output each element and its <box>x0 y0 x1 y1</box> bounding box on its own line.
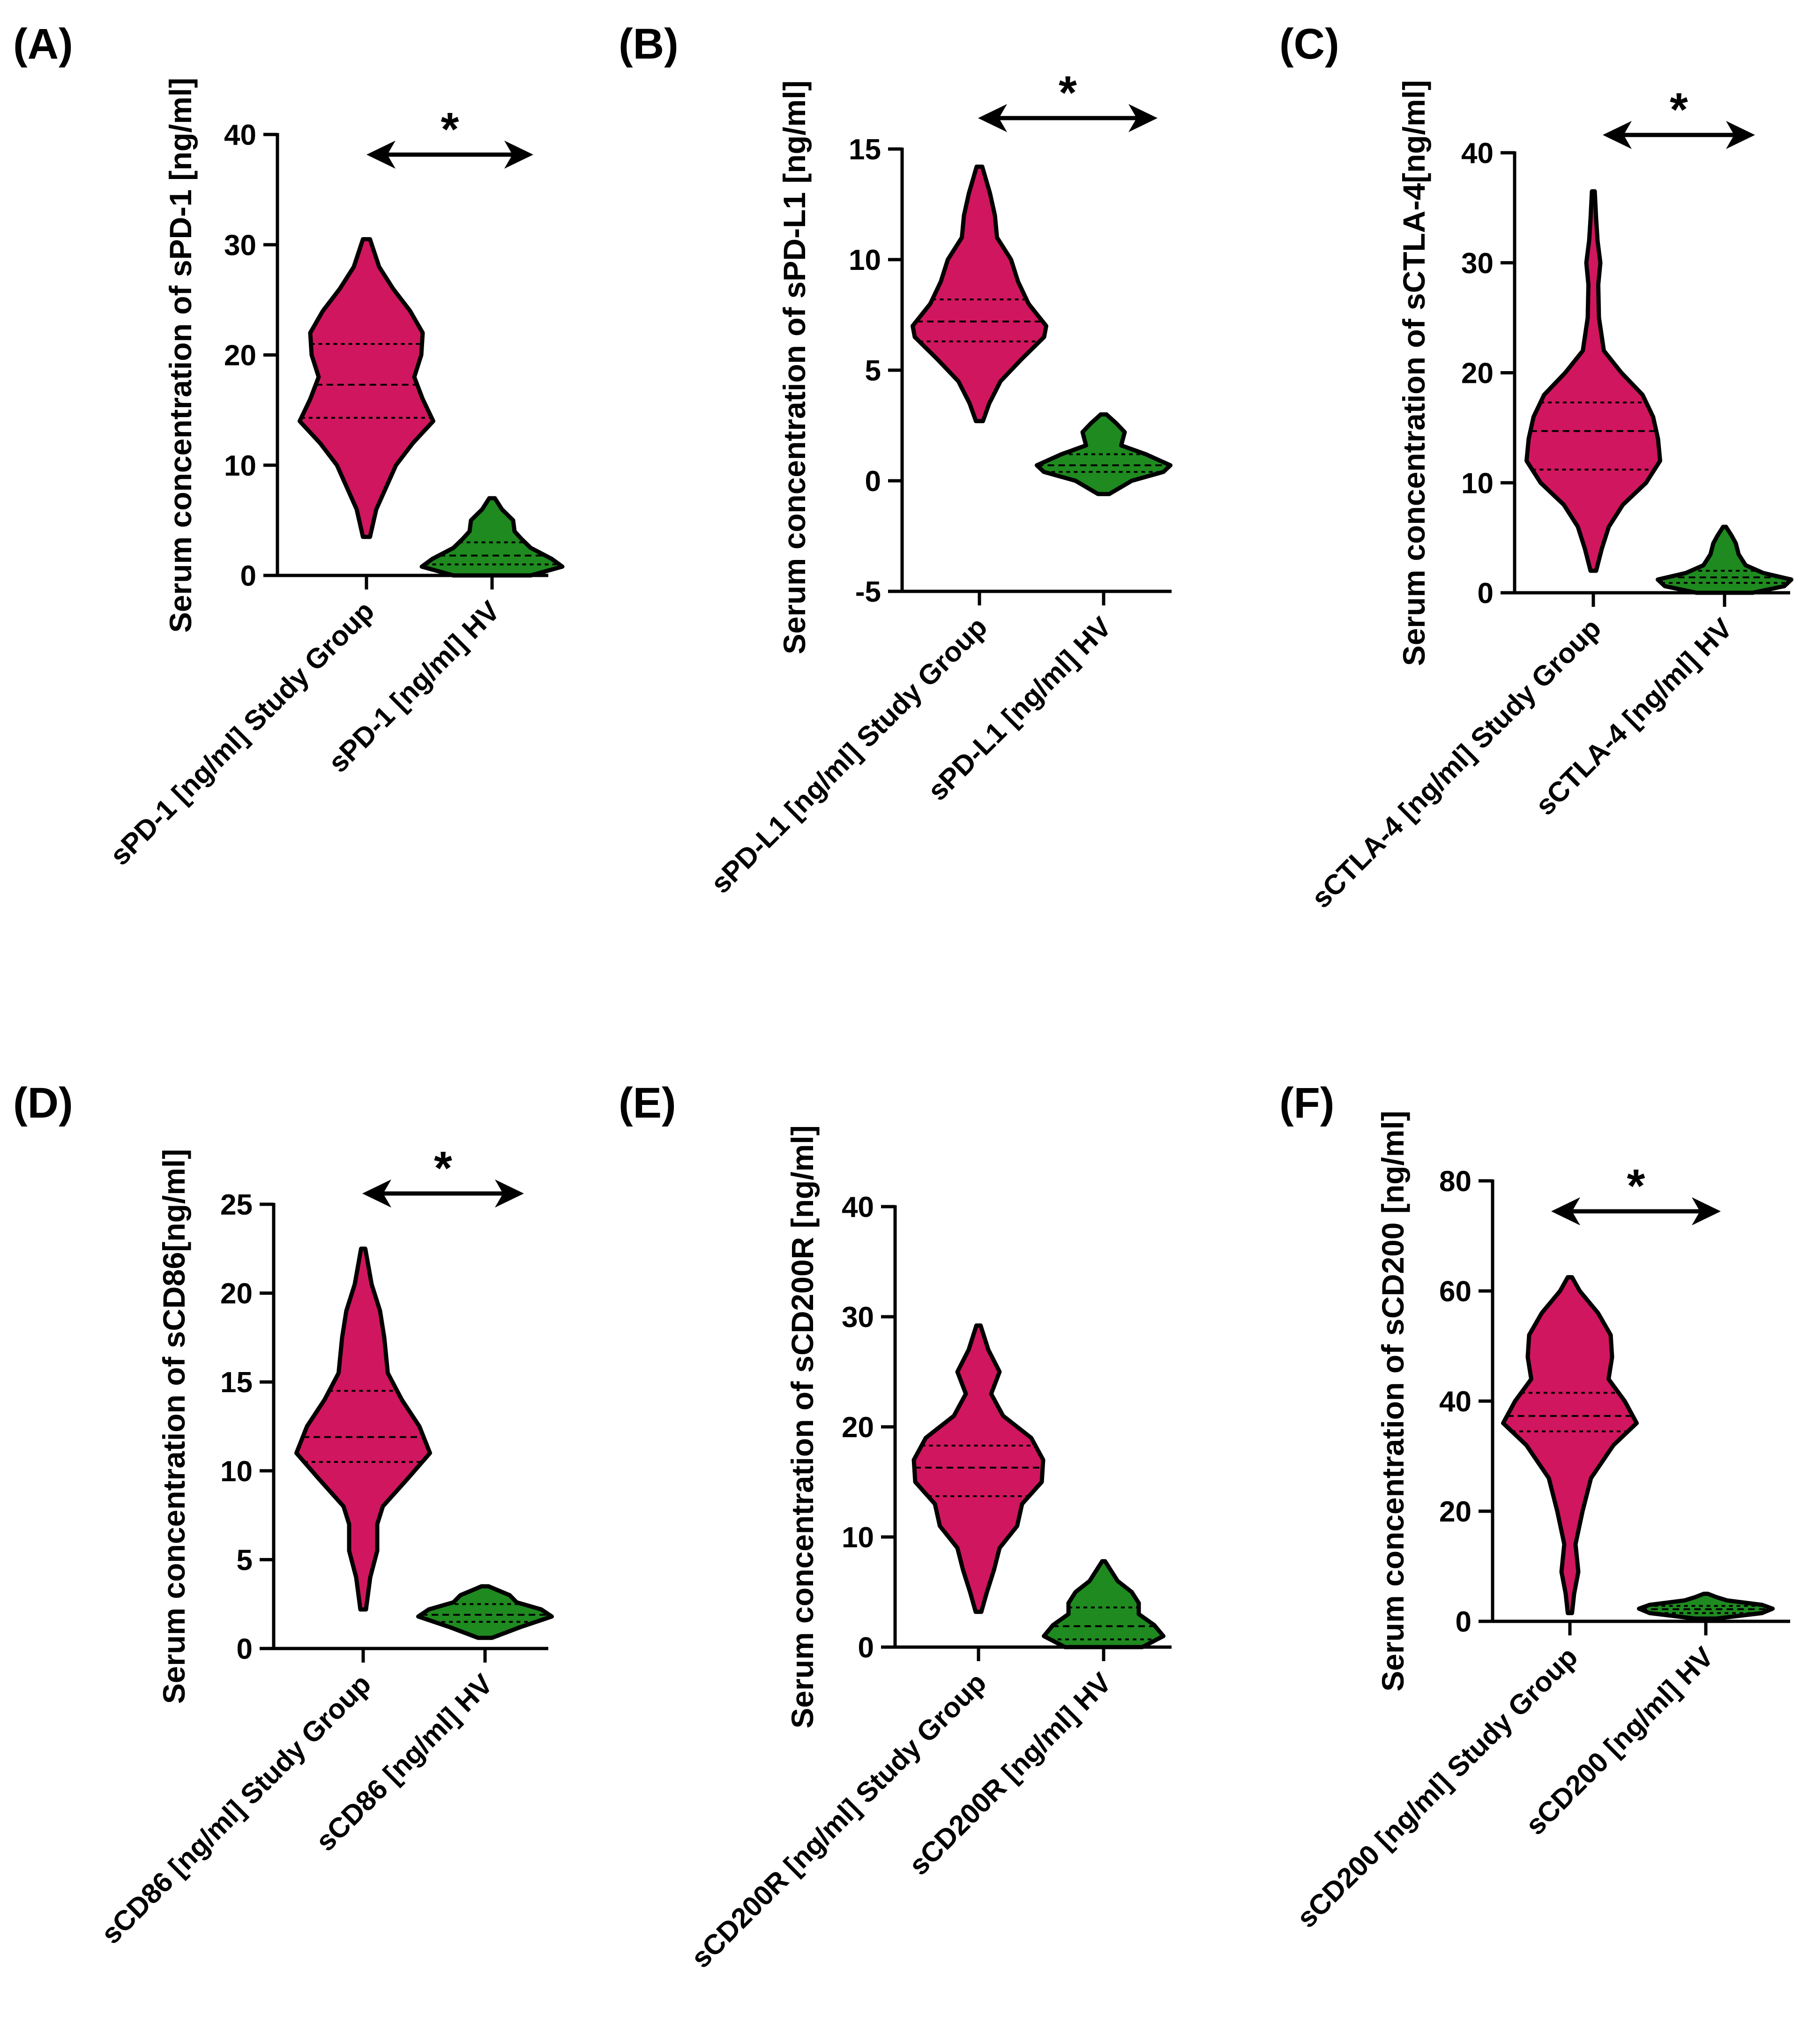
arrow-right-head <box>1692 1197 1721 1225</box>
violin-body <box>1524 189 1662 573</box>
y-tick-label: 60 <box>1439 1276 1471 1308</box>
panel-label: (A) <box>13 20 73 68</box>
x-category-label: sPD-L1 [ng/ml] Study Group <box>705 611 993 899</box>
violin-hv <box>419 496 565 578</box>
significance-marker: * <box>362 1142 524 1208</box>
y-axis-title: Serum concentration of sCTLA-4[ng/ml] <box>1397 80 1431 666</box>
violin-study-group <box>298 237 435 539</box>
y-tick-label: 40 <box>1461 137 1494 170</box>
y-axis-title: Serum concentration of sPD-1 [ng/ml] <box>163 78 198 633</box>
violin-hv <box>1637 1591 1775 1621</box>
x-category-label: sCD200 [ng/ml] Study Group <box>1291 1641 1583 1934</box>
significance-marker: * <box>366 103 533 169</box>
arrow-right-head <box>495 1179 524 1208</box>
y-tick-label: 15 <box>220 1366 253 1399</box>
y-tick-label: 20 <box>842 1411 874 1444</box>
x-category-label: sCD200R [ng/ml] HV <box>903 1667 1118 1881</box>
arrow-left-head <box>1551 1197 1580 1225</box>
arrow-right-head <box>504 141 533 169</box>
arrow-right-head <box>1128 104 1158 132</box>
y-tick-label: 0 <box>858 1632 874 1664</box>
arrow-left-head <box>1603 121 1632 149</box>
violin-hv <box>1035 412 1173 496</box>
significance-star: * <box>1627 1160 1645 1212</box>
violin-hv <box>1042 1559 1165 1649</box>
y-tick-label: 10 <box>842 1522 874 1554</box>
y-tick-label: 20 <box>224 340 256 372</box>
significance-star: * <box>1670 83 1688 136</box>
violin-study-group <box>911 1323 1046 1614</box>
y-tick-label: 20 <box>1439 1496 1471 1528</box>
panel-label: (D) <box>13 1079 73 1127</box>
y-tick-label: 25 <box>220 1189 253 1221</box>
y-tick-label: 10 <box>220 1455 253 1488</box>
y-tick-label: 0 <box>865 465 881 498</box>
y-tick-label: 0 <box>1478 577 1494 610</box>
violin-study-group <box>1524 189 1662 573</box>
violin-hv <box>416 1584 554 1640</box>
violin-study-group <box>1501 1275 1639 1615</box>
y-tick-label: 40 <box>1439 1386 1471 1418</box>
y-tick-label: 0 <box>1456 1606 1471 1638</box>
arrow-left-head <box>978 104 1007 132</box>
y-tick-label: 40 <box>224 119 256 151</box>
y-tick-label: 15 <box>849 134 881 166</box>
arrow-left-head <box>366 141 396 169</box>
violin-hv <box>1656 524 1793 595</box>
y-tick-label: 10 <box>849 244 881 276</box>
arrow-left-head <box>362 1179 391 1208</box>
y-tick-label: 10 <box>224 450 256 482</box>
y-tick-label: 80 <box>1439 1165 1471 1198</box>
y-tick-label: 0 <box>240 560 256 592</box>
violin-body <box>911 164 1048 424</box>
panel-label: (C) <box>1279 20 1339 68</box>
y-tick-label: 0 <box>237 1633 253 1665</box>
violin-body <box>1501 1275 1639 1615</box>
panel-label: (E) <box>619 1079 676 1127</box>
y-tick-label: 10 <box>1461 467 1494 500</box>
violin-body <box>1042 1559 1165 1649</box>
y-axis-title: Serum concentration of sCD200 [ng/ml] <box>1375 1111 1410 1692</box>
significance-marker: * <box>1603 83 1755 149</box>
violin-body <box>298 237 435 539</box>
y-tick-label: 5 <box>865 355 881 387</box>
significance-star: * <box>1059 67 1077 119</box>
x-category-label: sCTLA-4 [ng/ml] Study Group <box>1306 612 1607 914</box>
panel-label: (B) <box>619 20 679 68</box>
violin-body <box>416 1584 554 1640</box>
panel-label: (F) <box>1279 1079 1334 1127</box>
violin-body <box>911 1323 1046 1614</box>
significance-star: * <box>441 103 459 156</box>
violin-body <box>1656 524 1793 595</box>
y-axis-title: Serum concentration of sCD200R [ng/ml] <box>785 1125 820 1728</box>
x-category-label: sPD-1 [ng/ml] Study Group <box>104 595 380 871</box>
violin-study-group <box>911 164 1048 424</box>
significance-star: * <box>434 1142 452 1194</box>
significance-marker: * <box>1551 1160 1721 1225</box>
arrow-right-head <box>1726 121 1755 149</box>
significance-marker: * <box>978 67 1158 132</box>
y-tick-label: 30 <box>1461 247 1494 280</box>
y-tick-label: 20 <box>1461 358 1494 390</box>
violin-study-group <box>294 1246 432 1612</box>
y-tick-label: 30 <box>842 1301 874 1334</box>
x-category-label: sCD86 [ng/ml] Study Group <box>95 1668 377 1950</box>
y-tick-label: 40 <box>842 1191 874 1223</box>
violin-body <box>1035 412 1173 496</box>
y-tick-label: 5 <box>237 1544 253 1576</box>
y-axis-title: Serum concentration of sPD-L1 [ng/ml] <box>777 81 812 655</box>
y-tick-label: 30 <box>224 229 256 261</box>
y-axis-title: Serum concentration of sCD86[ng/ml] <box>157 1149 191 1704</box>
violin-body <box>294 1246 432 1612</box>
y-tick-label: -5 <box>855 576 881 608</box>
y-tick-label: 20 <box>220 1278 253 1310</box>
